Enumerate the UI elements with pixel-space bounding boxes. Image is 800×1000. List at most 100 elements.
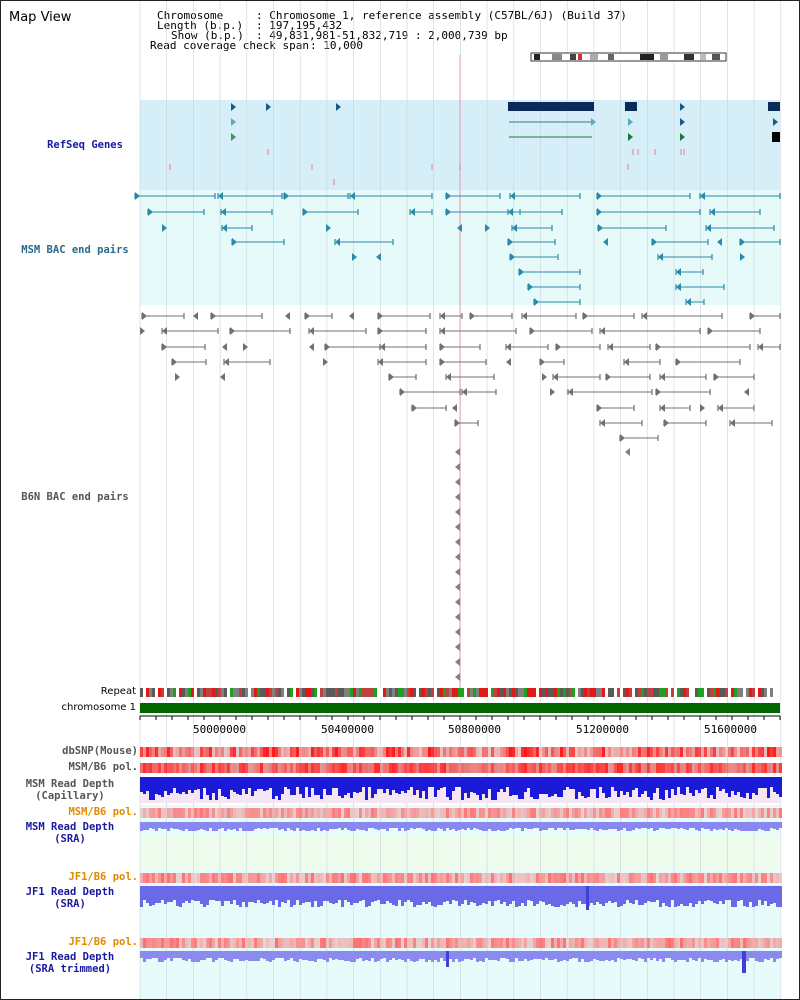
b6n-bac-end bbox=[323, 358, 328, 366]
repeat-cell bbox=[530, 688, 533, 697]
track-label-refseq[interactable]: RefSeq Genes bbox=[47, 139, 123, 151]
jf1-pol-cell bbox=[668, 873, 671, 883]
jf1-pol-cell bbox=[533, 873, 536, 883]
repeat-cell bbox=[365, 688, 368, 697]
jf1-pol-2-cell bbox=[731, 938, 734, 948]
msm-depth-cap-bar bbox=[701, 777, 704, 789]
b6n-bac-end bbox=[452, 404, 457, 412]
repeat-cell bbox=[416, 688, 419, 697]
jf1-depth-sra-bar bbox=[260, 886, 263, 903]
msm-depth-cap-bar bbox=[323, 777, 326, 789]
track-label-jf1-b6-pol-2[interactable]: JF1/B6 pol. bbox=[68, 936, 138, 948]
track-label-msm-depth-capillary[interactable]: MSM Read Depth bbox=[25, 778, 115, 790]
jf1-depth-sra-bar bbox=[179, 886, 182, 907]
track-label-msm-b6-pol-sra[interactable]: MSM/B6 pol. bbox=[68, 806, 138, 818]
msm-depth-cap-bar bbox=[188, 777, 191, 790]
msm-pol-sra-cell bbox=[320, 808, 323, 818]
jf1-depth-sra-bar bbox=[311, 886, 314, 907]
msm-depth-sra-bar bbox=[362, 822, 365, 830]
jf1-pol-2-cell bbox=[251, 938, 254, 948]
jf1-pol-cell bbox=[707, 873, 710, 883]
dbsnp-cell bbox=[554, 747, 557, 757]
track-label-chromosome[interactable]: chromosome 1 bbox=[61, 702, 136, 713]
msm-depth-sra-bar bbox=[407, 822, 410, 830]
msm-pol-sra-cell bbox=[491, 808, 494, 818]
jf1-depth-sra-bar bbox=[728, 886, 731, 900]
msm-pol-sra-cell bbox=[626, 808, 629, 818]
dbsnp-cell bbox=[329, 747, 332, 757]
jf1-pol-2-cell bbox=[143, 938, 146, 948]
repeat-cell bbox=[542, 688, 545, 697]
jf1-depth-trim-bar bbox=[563, 951, 566, 960]
msm-depth-sra-bar bbox=[371, 822, 374, 828]
dbsnp-cell bbox=[752, 747, 755, 757]
msm-depth-cap-bar bbox=[746, 777, 749, 793]
jf1-pol-2-cell bbox=[695, 938, 698, 948]
msm-pol-cell bbox=[212, 763, 215, 773]
jf1-depth-trim-bar bbox=[209, 951, 212, 958]
repeat-cell bbox=[572, 688, 575, 697]
jf1-depth-sra-bar bbox=[563, 886, 566, 906]
track-label-msm-depth-sra[interactable]: MSM Read Depth bbox=[25, 821, 115, 833]
track-label-msm-b6-pol[interactable]: MSM/B6 pol. bbox=[68, 761, 138, 773]
jf1-depth-trim-bar bbox=[428, 951, 431, 960]
track-label-repeat[interactable]: Repeat bbox=[100, 686, 136, 697]
track-label-msm-bac[interactable]: MSM BAC end pairs bbox=[21, 244, 129, 256]
jf1-depth-trim-bar bbox=[152, 951, 155, 958]
track-label-jf1-depth-trimmed[interactable]: JF1 Read Depth bbox=[25, 951, 115, 963]
b6n-bac-end bbox=[506, 358, 511, 366]
dbsnp-cell bbox=[674, 747, 677, 757]
jf1-pol-cell bbox=[647, 873, 650, 883]
jf1-pol-cell bbox=[428, 873, 431, 883]
jf1-pol-cell bbox=[677, 873, 680, 883]
msm-pol-sra-cell bbox=[233, 808, 236, 818]
track-label-b6n-bac[interactable]: B6N BAC end pairs bbox=[21, 491, 129, 503]
jf1-depth-trim-bar bbox=[716, 951, 719, 962]
jf1-pol-2-cell bbox=[428, 938, 431, 948]
dbsnp-cell bbox=[740, 747, 743, 757]
msm-depth-cap-bar bbox=[587, 777, 590, 797]
dbsnp-cell bbox=[182, 747, 185, 757]
track-label-jf1-depth-sra[interactable]: JF1 Read Depth bbox=[25, 886, 115, 898]
jf1-depth-sra-bar bbox=[215, 886, 218, 901]
msm-depth-cap-bar bbox=[218, 777, 221, 789]
msm-depth-cap-bar bbox=[614, 777, 617, 791]
dbsnp-cell bbox=[413, 747, 416, 757]
msm-pol-cell bbox=[374, 763, 377, 773]
jf1-pol-cell bbox=[227, 873, 230, 883]
msm-bac-end bbox=[508, 208, 513, 216]
jf1-pol-cell bbox=[440, 873, 443, 883]
dbsnp-cell bbox=[773, 747, 776, 757]
jf1-depth-trim-bar bbox=[461, 951, 464, 961]
track-label-jf1-b6-pol[interactable]: JF1/B6 pol. bbox=[68, 871, 138, 883]
repeat-cell bbox=[230, 688, 233, 697]
msm-pol-cell bbox=[488, 763, 491, 773]
dbsnp-cell bbox=[632, 747, 635, 757]
repeat-cell bbox=[185, 688, 188, 697]
msm-pol-cell bbox=[416, 763, 419, 773]
jf1-depth-sra-bar bbox=[680, 886, 683, 904]
jf1-pol-cell bbox=[203, 873, 206, 883]
jf1-pol-2-cell bbox=[434, 938, 437, 948]
msm-pol-cell bbox=[731, 763, 734, 773]
track-label-dbsnp[interactable]: dbSNP(Mouse) bbox=[62, 745, 138, 757]
dbsnp-cell bbox=[659, 747, 662, 757]
jf1-depth-sra-bar bbox=[773, 886, 776, 903]
msm-pol-sra-cell bbox=[251, 808, 254, 818]
msm-depth-cap-bar bbox=[548, 777, 551, 797]
msm-pol-sra-cell bbox=[686, 808, 689, 818]
msm-depth-cap-bar bbox=[713, 777, 716, 799]
msm-pol-sra-cell bbox=[716, 808, 719, 818]
jf1-pol-cell bbox=[182, 873, 185, 883]
jf1-depth-trim-bar bbox=[605, 951, 608, 960]
msm-pol-sra-cell bbox=[377, 808, 380, 818]
dbsnp-cell bbox=[734, 747, 737, 757]
msm-depth-sra-bar bbox=[683, 822, 686, 829]
msm-pol-sra-cell bbox=[167, 808, 170, 818]
ideogram-band bbox=[700, 54, 706, 60]
msm-bac-end bbox=[222, 224, 227, 232]
msm-depth-sra-bar bbox=[239, 822, 242, 828]
jf1-depth-trim-bar bbox=[497, 951, 500, 961]
jf1-depth-trim-bar bbox=[773, 951, 776, 962]
